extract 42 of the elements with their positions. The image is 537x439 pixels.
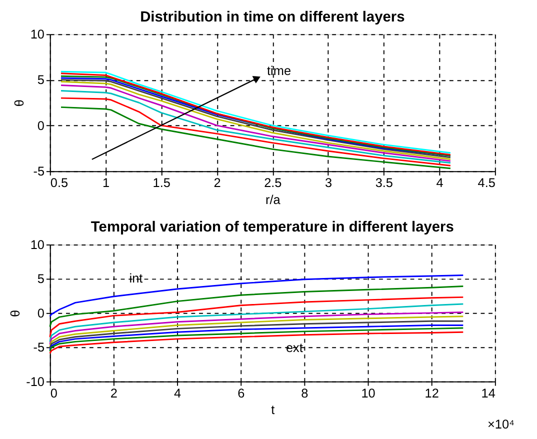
x-tick-label: 2 (110, 386, 118, 401)
y-tick-label: -5 (33, 164, 45, 179)
text: ×10⁴ (487, 416, 515, 432)
line-series (49, 303, 464, 342)
x-axis-title: t (271, 402, 276, 418)
y-tick-label: 10 (30, 26, 45, 42)
y-tick-label: 0 (37, 118, 45, 133)
x-tick-label: 4 (436, 175, 444, 190)
chart-title: Distribution in time on different layers (140, 9, 405, 26)
x-tick-label: 14 (481, 386, 496, 401)
line-series (49, 285, 464, 328)
line-series (49, 331, 464, 354)
x-tick-label: 3.5 (375, 175, 393, 190)
chart-title: Temporal variation of temperature in different layers (90, 220, 454, 236)
annotation: time (267, 63, 292, 78)
x-tick-label: 2.5 (264, 175, 282, 190)
x-tick-label: 0 (50, 386, 58, 401)
x-tick-label: 3 (324, 175, 332, 190)
line-series (49, 296, 464, 338)
y-tick-label: 0 (37, 305, 45, 320)
x-tick-label: 1 (102, 175, 110, 190)
y-tick-label: 5 (37, 72, 45, 88)
x-tick-label: 4.5 (478, 175, 496, 190)
x-tick-label: 1.5 (152, 175, 170, 190)
x-tick-label: 10 (361, 386, 376, 401)
x-tick-label: 8 (301, 386, 308, 401)
x-axis-title: r/a (265, 192, 282, 207)
annotation: ext (286, 340, 304, 356)
x-tick-label: 12 (424, 386, 439, 401)
y-axis-title: θ (12, 100, 27, 107)
line-series (60, 106, 452, 170)
x-tick-label: 6 (238, 386, 245, 401)
y-tick-label: -5 (33, 340, 45, 355)
line-series (49, 274, 464, 318)
annotation: int (129, 270, 144, 286)
x-tick-label: 4 (174, 386, 182, 401)
y-tick-label: 5 (37, 271, 45, 286)
x-tick-label: 0.5 (50, 175, 68, 190)
y-tick-label: 10 (30, 236, 45, 252)
y-tick-label: -10 (26, 374, 45, 389)
y-axis-title: θ (7, 310, 22, 317)
x-tick-label: 2 (214, 175, 221, 190)
